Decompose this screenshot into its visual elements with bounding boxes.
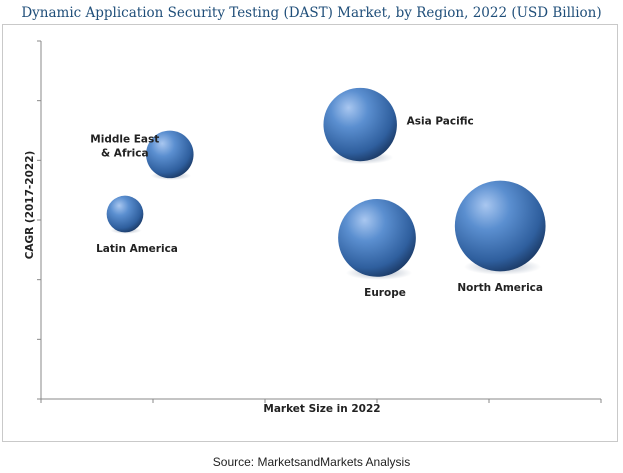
bubble-latin-america — [106, 195, 144, 233]
bubble-north-america — [454, 180, 546, 272]
bubble-label: North America — [457, 282, 543, 294]
bubble-label: Asia Pacific — [407, 116, 474, 128]
bubble-label: Europe — [364, 287, 406, 299]
x-axis-label: Market Size in 2022 — [263, 403, 380, 415]
bubble-middle-east-africa — [146, 130, 194, 179]
bubble-europe — [338, 199, 416, 277]
chart-title: Dynamic Application Security Testing (DA… — [21, 5, 602, 21]
bubble-label: Latin America — [96, 243, 178, 255]
y-axis-label: CAGR (2017-2022) — [24, 151, 36, 260]
axes — [37, 40, 602, 403]
chart-frame — [2, 24, 618, 442]
bubble-label: Middle East & Africa — [90, 133, 159, 159]
source-note: Source: MarketsandMarkets Analysis — [212, 455, 411, 469]
bubble-asia-pacific — [323, 87, 397, 162]
bubbles-layer: Middle East & Africa Latin America Asia Pac… — [90, 87, 546, 299]
